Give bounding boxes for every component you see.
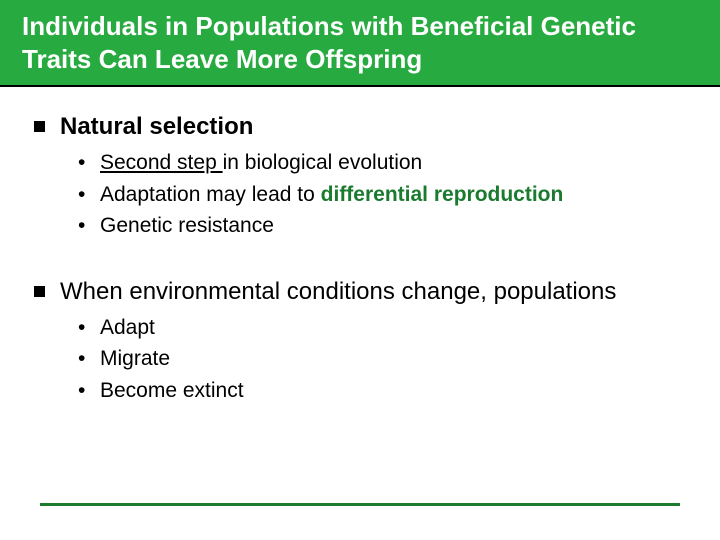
bullet-list-2: Adapt Migrate Become extinct <box>78 312 698 407</box>
list-item: Adaptation may lead to differential repr… <box>78 179 698 211</box>
list-item: Genetic resistance <box>78 210 698 242</box>
list-item: Adapt <box>78 312 698 344</box>
list-item: Migrate <box>78 343 698 375</box>
bullet-text: in biological evolution <box>223 151 423 174</box>
bullet-text: Genetic resistance <box>100 214 274 237</box>
list-item: Become extinct <box>78 375 698 407</box>
bullet-text: Become extinct <box>100 379 244 402</box>
bullet-underline: Second step <box>100 151 223 174</box>
spacer <box>60 242 698 278</box>
bullet-list-1: Second step in biological evolution Adap… <box>78 147 698 242</box>
bullet-text: Adaptation may lead to <box>100 183 321 206</box>
section-heading-1: Natural selection <box>60 113 698 141</box>
list-item: Second step in biological evolution <box>78 147 698 179</box>
section-heading-2: When environmental conditions change, po… <box>60 278 698 306</box>
footer-rule <box>40 503 680 506</box>
bullet-emphasis: differential reproduction <box>321 183 564 206</box>
slide-title: Individuals in Populations with Benefici… <box>22 10 698 75</box>
title-band: Individuals in Populations with Benefici… <box>0 0 720 87</box>
bullet-text: Adapt <box>100 316 155 339</box>
slide-content: Natural selection Second step in biologi… <box>0 87 720 406</box>
bullet-text: Migrate <box>100 347 170 370</box>
